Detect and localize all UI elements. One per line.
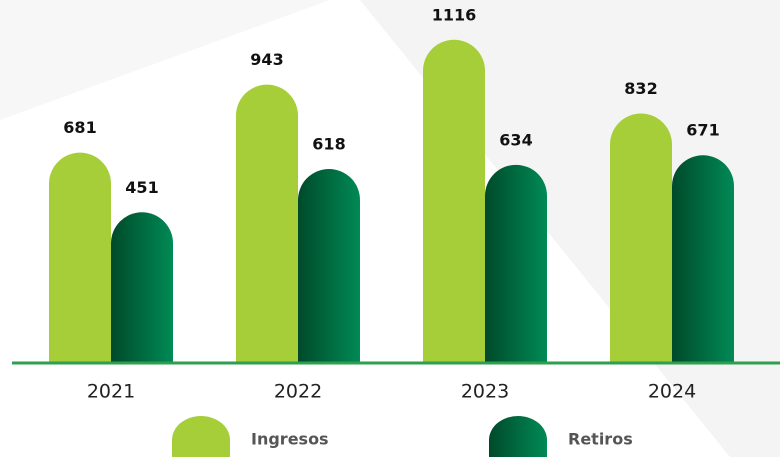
x-tick-label: 2022 [274,381,322,403]
bar [485,164,547,363]
x-tick-label: 2024 [648,381,696,403]
value-label: 451 [125,178,158,197]
value-label: 1116 [432,5,477,24]
bar [610,113,672,363]
value-label: 832 [624,79,657,98]
bar [423,39,485,363]
value-label: 943 [250,50,283,69]
background-shape [0,0,330,120]
legend-swatch [489,416,547,457]
legend-label: Retiros [568,430,633,449]
bar [672,155,734,363]
legend-swatch [172,416,230,457]
bar [49,152,111,363]
value-label: 681 [63,118,96,137]
x-tick-label: 2021 [87,381,135,403]
legend-label: Ingresos [251,430,329,449]
x-tick-label: 2023 [461,381,509,403]
value-label: 671 [686,121,719,140]
bar [236,84,298,363]
bar [111,212,173,363]
value-label: 634 [499,130,532,149]
bar [298,168,360,363]
value-label: 618 [312,134,345,153]
